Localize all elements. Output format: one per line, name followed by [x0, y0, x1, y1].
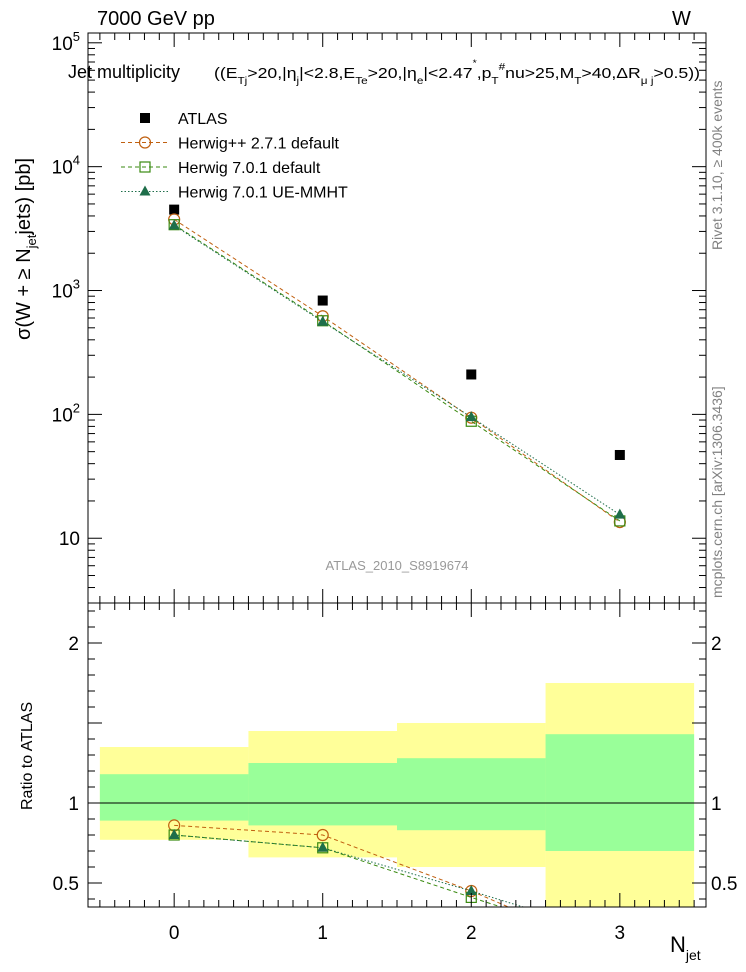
- legend-marker: [140, 113, 150, 123]
- main-y-tick-label: 105: [52, 29, 80, 55]
- main-y-axis-label: σ(W + ≥ Njetjets) [pb]: [13, 158, 39, 340]
- ratio-point: [316, 828, 329, 842]
- series-Herwig 7.0.1 default: [168, 219, 626, 527]
- ratio-line: [174, 834, 502, 907]
- series-Herwig 7.0.1 UE-MMHT: [168, 219, 626, 519]
- ratio-y-tick-label: 2: [711, 634, 722, 655]
- ratio-y-tick-label: 0.5: [711, 874, 737, 895]
- uncertainty-band: [99, 774, 249, 821]
- legend-entry: ATLAS: [140, 111, 228, 128]
- ratio-y-axis-label: Ratio to ATLAS: [19, 702, 36, 810]
- series-line: [173, 219, 621, 523]
- process-label: W: [672, 8, 691, 30]
- data-point: [614, 449, 625, 460]
- legend-label: Herwig 7.0.1 UE-MMHT: [178, 185, 348, 202]
- series-line: [173, 225, 621, 516]
- data-point: [466, 369, 477, 380]
- ratio-point: [317, 841, 329, 852]
- ratio-y-tick-label: 2: [68, 634, 79, 655]
- data-point: [614, 508, 626, 519]
- legend-marker: [139, 161, 151, 173]
- rivet-label: Rivet 3.1.10, ≥ 400k events: [709, 80, 725, 250]
- legend-marker: [139, 185, 151, 196]
- uncertainty-band: [397, 758, 546, 831]
- main-y-tick-label: 102: [52, 400, 80, 426]
- legend-entry: Herwig++ 2.7.1 default: [121, 136, 340, 153]
- mcplots-label: mcplots.cern.ch [arXiv:1306.3436]: [709, 386, 725, 598]
- plot-title: Jet multiplicity: [68, 62, 180, 82]
- legend-label: Herwig 7.0.1 default: [178, 160, 321, 177]
- data-point: [465, 411, 477, 422]
- ratio-y-tick-label: 1: [711, 794, 722, 815]
- x-axis-label: Njet: [670, 932, 701, 963]
- legend-label: Herwig++ 2.7.1 default: [178, 136, 340, 153]
- x-tick-label: 1: [317, 923, 328, 944]
- ratio-panel: 0.5 0.5 1 1 2 2 0 1 2 3: [53, 602, 737, 944]
- main-y-tick-label: 10: [59, 529, 80, 550]
- analysis-watermark: ATLAS_2010_S8919674: [326, 558, 469, 573]
- legend: ATLAS Herwig++ 2.7.1 default Herwig 7.0.1 …: [121, 111, 348, 202]
- ratio-y-tick-label: 1: [68, 794, 79, 815]
- cut-formula: ((E Tj>20,|η j|<2.8,E Te >20,|η e|<2.47*,p T#n…: [214, 58, 700, 87]
- ratio-series-Herwig 7.0.1 UE-MMHT: [168, 829, 524, 907]
- x-tick-label: 0: [169, 923, 180, 944]
- ratio-line: [174, 834, 524, 907]
- energy-label: 7000 GeV pp: [97, 8, 215, 30]
- legend-label: ATLAS: [178, 111, 228, 128]
- ratio-point: [168, 829, 180, 839]
- series-ATLAS: [169, 204, 625, 460]
- legend-marker: [138, 136, 152, 149]
- legend-entry: Herwig 7.0.1 UE-MMHT: [121, 185, 348, 202]
- main-y-tick-label: 103: [52, 277, 80, 303]
- x-tick-label: 2: [466, 923, 477, 944]
- main-panel: 10 102 103 104 105 ATLAS_2010_S8919674: [52, 29, 707, 604]
- data-point: [317, 315, 329, 326]
- legend-entry: Herwig 7.0.1 default: [121, 160, 321, 177]
- data-point: [169, 204, 180, 215]
- main-y-tick-label: 104: [52, 153, 80, 179]
- data-point: [168, 219, 180, 230]
- uncertainty-band: [248, 763, 397, 826]
- uncertainty-band: [545, 734, 695, 851]
- ratio-y-tick-label: 0.5: [53, 874, 79, 895]
- series-line: [173, 224, 621, 522]
- x-tick-label: 3: [615, 923, 626, 944]
- ratio-point: [465, 885, 477, 895]
- data-point: [317, 295, 328, 306]
